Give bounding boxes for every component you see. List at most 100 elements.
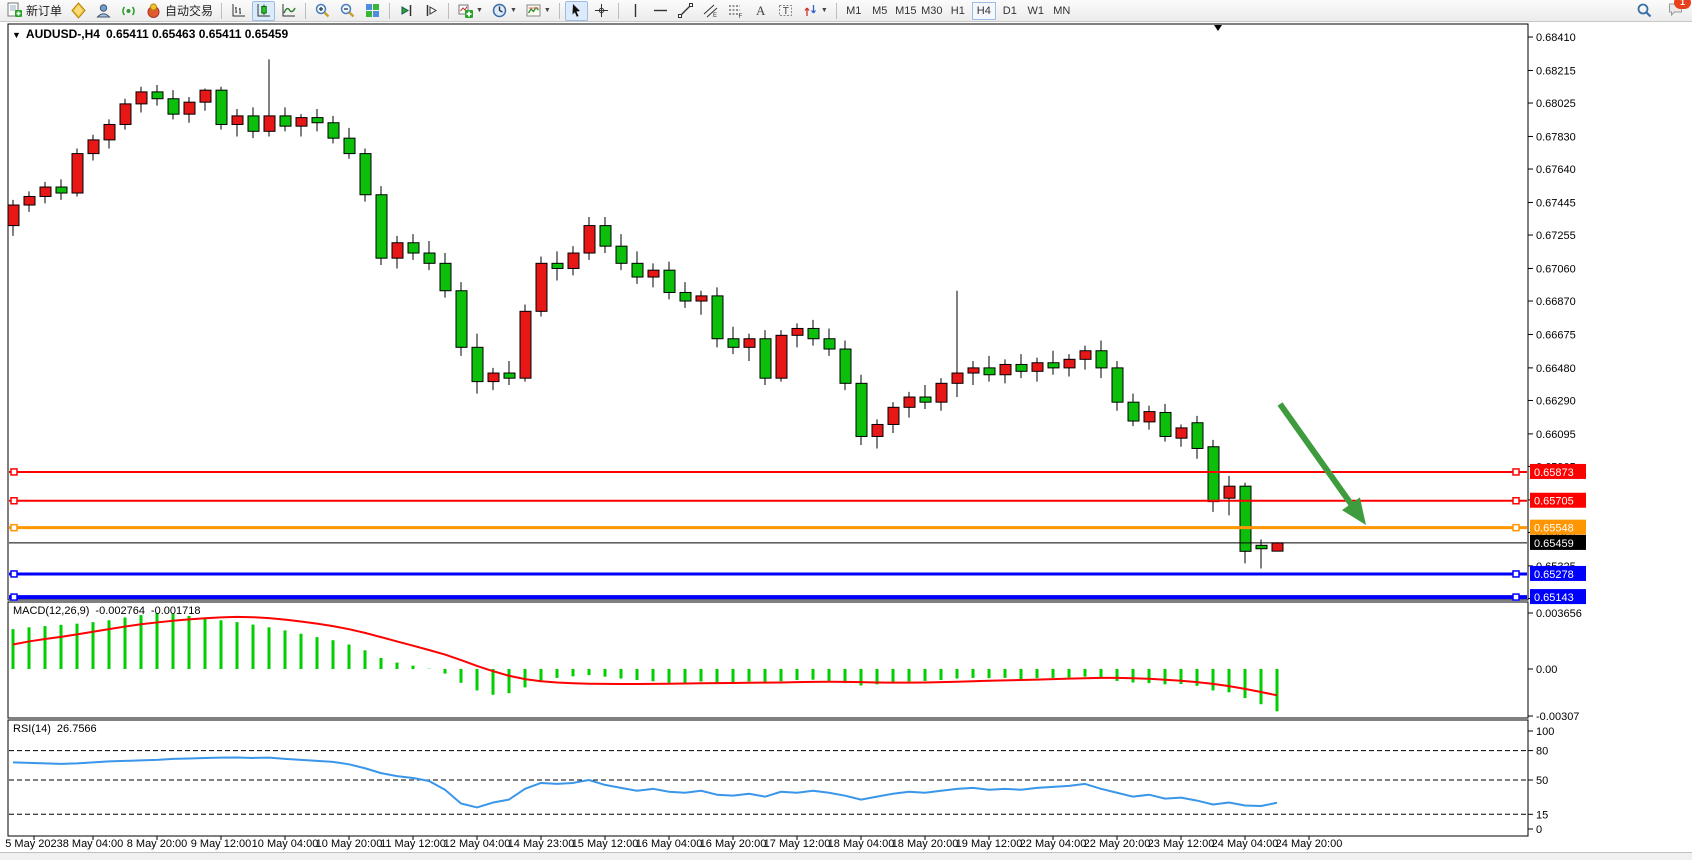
time-tick-label: 24 May 04:00 — [1211, 838, 1279, 850]
candle-down — [439, 262, 452, 292]
candle-up — [951, 372, 964, 384]
macd-tick-label: 0.00 — [1536, 664, 1557, 676]
time-axis[interactable]: 5 May 2023 8 May 04:00 8 May 20:00 9 May 12… — [0, 838, 1692, 854]
periods-button[interactable]: ▼ — [488, 1, 520, 21]
time-tick-label: 18 May 20:00 — [891, 838, 959, 850]
fibonacci-button[interactable]: F — [724, 1, 747, 21]
time-tick-label: 16 May 20:00 — [699, 838, 767, 850]
bar-chart-button[interactable] — [227, 1, 250, 21]
line-handle[interactable] — [10, 496, 18, 505]
timeframe-m30-button[interactable]: M30 — [921, 4, 943, 17]
line-handle[interactable] — [10, 523, 18, 532]
text-label-button[interactable]: T — [774, 1, 797, 21]
toolbar-right: 1 — [1632, 0, 1691, 22]
macd-signal-line — [12, 615, 1278, 697]
arrows-icon — [804, 5, 816, 16]
candlestick-chart-button[interactable] — [252, 0, 276, 21]
trendline-button[interactable] — [674, 1, 697, 21]
text-button[interactable]: A — [749, 1, 772, 21]
candle-down — [1111, 367, 1124, 403]
arrow-annotation-head[interactable] — [1341, 497, 1366, 525]
candle-up — [39, 186, 52, 197]
candle-up — [295, 117, 308, 127]
price-line-label — [1530, 534, 1586, 550]
signals-button[interactable] — [117, 1, 140, 21]
toolbar-separator — [389, 2, 391, 19]
line-handle[interactable] — [1512, 496, 1520, 505]
search-button[interactable] — [1633, 1, 1656, 21]
vertical-line-button[interactable] — [624, 1, 647, 21]
line-handle[interactable] — [10, 593, 18, 601]
pane-border — [7, 601, 1529, 719]
cursor-button[interactable] — [564, 0, 588, 21]
time-tick-label: 22 May 20:00 — [1083, 838, 1151, 850]
candle-down — [919, 396, 932, 403]
chart-window[interactable]: 0.68410 0.68215 0.68025 0.67830 0.67640 0.674… — [0, 22, 1692, 852]
new-order-button[interactable]: 新订单 — [3, 1, 65, 21]
chart-menu-icon[interactable]: ▼ — [12, 30, 21, 40]
chevron-down-icon: ▼ — [509, 7, 517, 14]
tile-windows-button[interactable] — [361, 1, 384, 21]
timeframe-m5-button[interactable]: M5 — [872, 4, 888, 17]
timeframe-m15-button[interactable]: M15 — [895, 4, 917, 17]
horizontal-line-icon — [653, 9, 667, 12]
line-chart-button[interactable] — [277, 1, 300, 21]
time-tick-label: 14 May 23:00 — [507, 838, 575, 850]
chart-canvas[interactable]: 0.68410 0.68215 0.68025 0.67830 0.67640 0.674… — [0, 22, 1692, 859]
rsi-tick-label: 80 — [1536, 746, 1548, 758]
candle-down — [279, 115, 292, 127]
candle-down — [455, 290, 468, 348]
new-order-icon — [7, 2, 22, 17]
zoom-in-button[interactable] — [311, 1, 334, 21]
tile-windows-icon — [366, 4, 380, 17]
metaeditor-button[interactable] — [67, 1, 90, 21]
chart-shift-button[interactable] — [420, 1, 443, 21]
line-handle[interactable] — [10, 468, 18, 476]
equidistant-channel-button[interactable]: E — [699, 1, 722, 21]
timeframe-h4-button[interactable]: H4 — [971, 1, 996, 20]
autotrading-button[interactable]: 自动交易 — [142, 1, 216, 21]
chart-title: ▼ AUDUSD-,H4 0.65411 0.65463 0.65411 0.654… — [12, 27, 288, 41]
time-tick-label: 12 May 04:00 — [443, 838, 511, 850]
price-tick-label: 0.66290 — [1536, 395, 1576, 407]
horizontal-line-button[interactable] — [649, 1, 672, 21]
price-line-label — [1530, 589, 1586, 605]
chat-button[interactable]: 1 — [1667, 0, 1691, 22]
candle-down — [823, 338, 836, 350]
price-line-label — [1530, 565, 1586, 581]
line-handle[interactable] — [10, 570, 18, 578]
timeframe-mn-button[interactable]: MN — [1053, 4, 1071, 17]
time-tick-label: 9 May 12:00 — [190, 838, 252, 850]
candle-up — [1031, 362, 1044, 372]
line-handle[interactable] — [1512, 468, 1520, 476]
timeframe-m1-button[interactable]: M1 — [846, 4, 862, 17]
time-tick-label: 11 May 12:00 — [380, 838, 446, 850]
arrows-button[interactable]: ▼ — [799, 1, 831, 21]
line-handle[interactable] — [1512, 570, 1520, 578]
chart-shift-marker[interactable] — [1214, 25, 1222, 31]
indicators-button[interactable]: ▼ — [454, 1, 486, 21]
line-chart-icon — [282, 4, 296, 17]
crosshair-button[interactable] — [590, 1, 613, 21]
candle-up — [583, 225, 596, 254]
auto-scroll-button[interactable] — [395, 1, 418, 21]
candle-up — [1079, 350, 1092, 360]
candle-up — [103, 123, 116, 141]
templates-button[interactable]: ▼ — [522, 1, 554, 21]
time-tick-label: 22 May 04:00 — [1019, 838, 1087, 850]
arrow-annotation-line[interactable] — [1277, 402, 1357, 511]
community-button[interactable] — [92, 1, 115, 21]
autotrading-icon — [147, 3, 160, 18]
line-handle[interactable] — [1512, 593, 1520, 601]
time-tick-label: 23 May 12:00 — [1147, 838, 1215, 850]
timeframe-h1-button[interactable]: H1 — [950, 4, 965, 17]
timeframe-w1-button[interactable]: W1 — [1027, 4, 1045, 17]
candle-down — [551, 262, 564, 269]
candle-down — [599, 225, 612, 247]
zoom-out-button[interactable] — [336, 1, 359, 21]
timeframe-d1-button[interactable]: D1 — [1002, 4, 1017, 17]
candle-up — [647, 269, 660, 278]
line-handle[interactable] — [1512, 523, 1520, 532]
time-tick-label: 17 May 12:00 — [763, 838, 831, 850]
chart-shift-icon — [426, 5, 438, 16]
